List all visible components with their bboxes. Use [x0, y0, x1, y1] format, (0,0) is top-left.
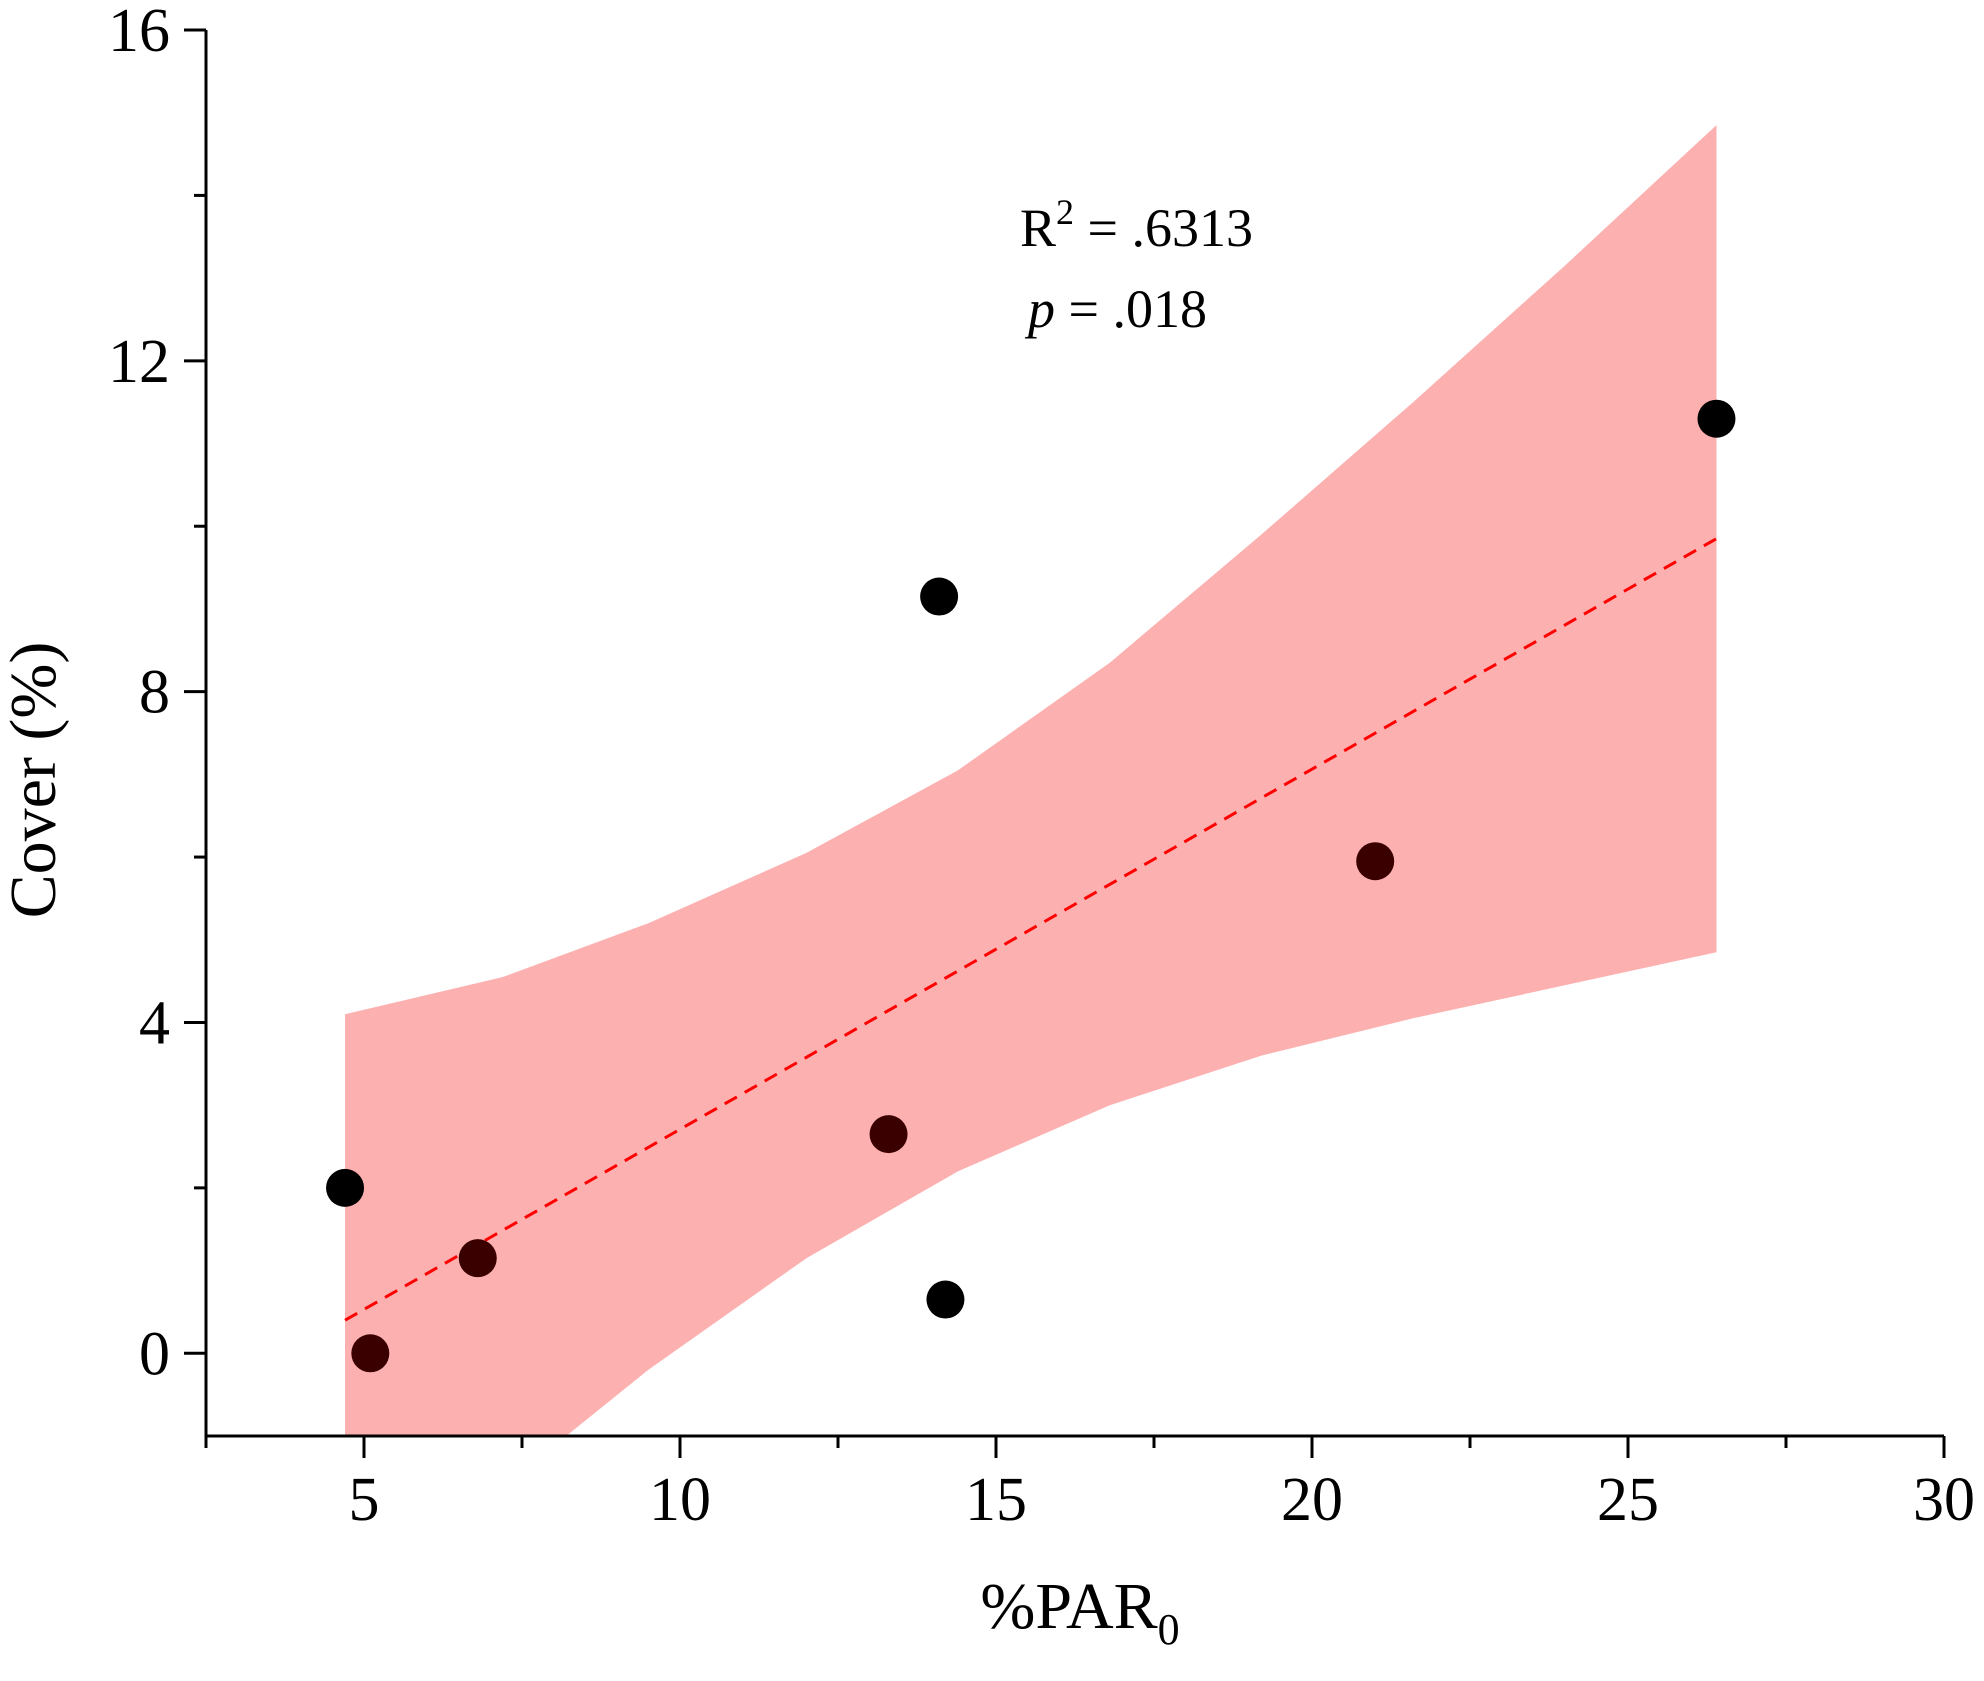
x-tick-label: 10 — [649, 1466, 711, 1534]
x-tick-label: 15 — [965, 1466, 1027, 1534]
y-tick-label: 0 — [139, 1320, 170, 1388]
y-tick-label: 16 — [108, 0, 170, 65]
x-axis-title-main: %PAR — [980, 1570, 1157, 1643]
r-squared-annotation: R2 = .6313 — [1020, 192, 1253, 258]
y-axis-title: Cover (%) — [0, 642, 70, 919]
x-tick-label: 30 — [1913, 1466, 1975, 1534]
regression-line — [344, 537, 1718, 1322]
axes-layer: 5 10 15 20 25 30 0 4 8 12 16 — [108, 0, 1975, 1534]
data-point-1 — [326, 1168, 365, 1207]
x-axis-title-subscript: 0 — [1158, 1605, 1180, 1654]
data-point-3 — [458, 1239, 497, 1278]
fit-line-layer — [344, 537, 1718, 1322]
x-tick-label: 20 — [1281, 1466, 1343, 1534]
data-point-4 — [869, 1115, 908, 1154]
data-point-8 — [1697, 399, 1736, 438]
r-squared-superscript: 2 — [1056, 192, 1074, 232]
y-tick-label: 4 — [139, 989, 170, 1057]
p-value-label: p — [1024, 279, 1055, 339]
data-points-layer — [326, 399, 1736, 1373]
p-value-annotation: p = .018 — [1024, 279, 1207, 339]
confidence-band — [345, 125, 1717, 1437]
data-point-6 — [926, 1280, 965, 1319]
x-tick-label: 25 — [1597, 1466, 1659, 1534]
data-point-7 — [1356, 842, 1395, 881]
r-squared-value: = .6313 — [1074, 198, 1253, 258]
x-axis-title: %PAR0 — [980, 1570, 1179, 1654]
p-value-value: = .018 — [1055, 279, 1207, 339]
confidence-band-layer — [345, 125, 1717, 1437]
y-tick-label: 8 — [139, 659, 170, 727]
data-point-2 — [351, 1334, 390, 1373]
r-squared-label: R — [1020, 198, 1056, 258]
y-tick-label: 12 — [108, 328, 170, 396]
x-tick-label: 5 — [349, 1466, 380, 1534]
data-point-5 — [920, 577, 959, 616]
